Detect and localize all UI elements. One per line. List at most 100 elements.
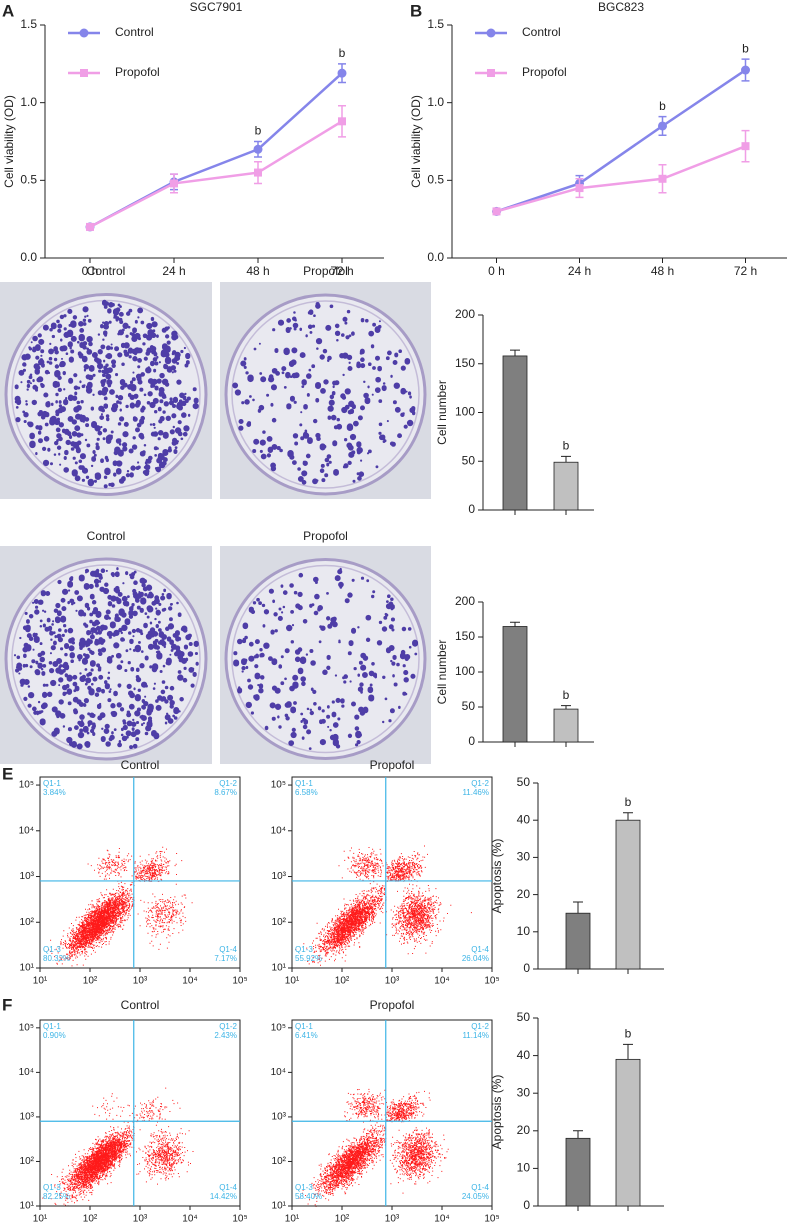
y-tick-label: 1.5 xyxy=(427,17,444,31)
y-tick-label: 20 xyxy=(517,1123,531,1137)
significance-label: b xyxy=(255,124,262,138)
quadrant-percent: 6.41% xyxy=(295,1031,318,1040)
y-tick-label: 30 xyxy=(517,850,531,864)
y-axis-label: Apoptosis (%) xyxy=(490,839,504,914)
y-tick-label: 50 xyxy=(517,1010,531,1024)
colonies xyxy=(232,301,416,485)
significance-label: b xyxy=(563,439,570,453)
bar xyxy=(553,461,579,511)
y-axis-label: Cell viability (OD) xyxy=(2,95,16,188)
x-tick-label: 10⁵ xyxy=(484,1214,499,1225)
marker xyxy=(337,68,347,78)
series-line xyxy=(496,69,747,213)
legend-marker xyxy=(79,28,89,38)
y-tick-label: 10³ xyxy=(20,1112,35,1123)
y-tick-label: 10² xyxy=(272,917,287,928)
x-tick-label: 10³ xyxy=(133,976,148,987)
quadrant-name: Q1-4 xyxy=(471,945,489,954)
quadrant-percent: 58.40% xyxy=(295,1192,322,1201)
series-line xyxy=(89,72,343,229)
error-bar xyxy=(561,705,571,710)
marker xyxy=(338,117,346,126)
quadrant-percent: 6.58% xyxy=(295,788,318,797)
x-tick-label: 10⁴ xyxy=(434,1214,449,1225)
y-tick-label: 10⁵ xyxy=(271,1022,286,1033)
quadrant-name: Q1-3 xyxy=(43,1183,61,1192)
significance-label: b xyxy=(563,688,570,702)
y-tick-label: 20 xyxy=(517,887,531,901)
error-bar xyxy=(623,1043,633,1060)
marker xyxy=(86,222,94,231)
y-tick-label: 200 xyxy=(455,594,475,608)
x-tick-label: 10⁵ xyxy=(232,976,247,987)
quadrant-name: Q1-1 xyxy=(43,779,61,788)
plate-rim xyxy=(231,300,420,489)
x-tick-label: 10⁴ xyxy=(182,976,197,987)
y-tick-label: 100 xyxy=(455,405,475,419)
y-tick-label: 1.5 xyxy=(20,17,37,31)
plate-dish xyxy=(224,293,427,496)
marker xyxy=(170,179,178,188)
significance-label: b xyxy=(339,46,346,60)
x-tick-label: 10³ xyxy=(385,976,400,987)
significance-label: b xyxy=(659,99,666,113)
plot-frame xyxy=(291,776,493,969)
series-line xyxy=(89,120,343,229)
quadrant-percent: 82.25% xyxy=(43,1192,70,1201)
quadrant-percent: 7.17% xyxy=(214,954,237,963)
plot-frame xyxy=(291,1019,493,1207)
quadrant-name: Q1-3 xyxy=(43,945,61,954)
y-tick-label: 10⁴ xyxy=(19,1067,34,1078)
quadrant-name: Q1-3 xyxy=(295,945,313,954)
marker xyxy=(254,168,262,177)
y-tick-label: 0 xyxy=(523,1198,530,1212)
y-tick-label: 10¹ xyxy=(272,1201,287,1212)
bar xyxy=(502,626,528,743)
quadrant-name: Q1-2 xyxy=(219,779,237,788)
chart-title: BGC823 xyxy=(598,0,644,14)
y-tick-label: 10³ xyxy=(272,871,287,882)
y-tick-label: 50 xyxy=(517,775,531,789)
plate-title: Control xyxy=(87,529,126,543)
significance-label: b xyxy=(625,795,632,809)
series-line xyxy=(496,144,746,213)
quadrant-name: Q1-2 xyxy=(219,1022,237,1031)
panel-letter: B xyxy=(410,1,422,20)
legend-marker xyxy=(486,28,496,38)
x-tick-label: 0 h xyxy=(488,264,505,278)
error-bar xyxy=(510,621,520,627)
legend-label: Control xyxy=(522,25,561,39)
x-tick-label: 0 h xyxy=(82,264,99,278)
bar xyxy=(553,708,579,743)
significance-label: b xyxy=(625,1026,632,1040)
quadrant-name: Q1-1 xyxy=(295,779,313,788)
y-tick-label: 50 xyxy=(462,699,476,713)
chart-title: SGC7901 xyxy=(190,0,243,14)
plate-title: Control xyxy=(87,264,126,278)
quadrant-percent: 80.32% xyxy=(43,954,70,963)
x-tick-label: 10⁵ xyxy=(484,976,499,987)
quadrant-percent: 8.67% xyxy=(214,788,237,797)
y-tick-label: 10⁵ xyxy=(271,780,286,791)
quadrant-name: Q1-4 xyxy=(471,1183,489,1192)
y-tick-label: 0.0 xyxy=(20,250,37,264)
y-tick-label: 0 xyxy=(468,502,475,516)
y-tick-label: 10⁵ xyxy=(19,1022,34,1033)
event-cloud xyxy=(42,1087,194,1207)
y-tick-label: 100 xyxy=(455,664,475,678)
quadrant-name: Q1-4 xyxy=(219,1183,237,1192)
bar xyxy=(502,355,528,511)
error-bar xyxy=(561,455,571,463)
y-tick-label: 0.0 xyxy=(427,250,444,264)
x-tick-label: 10⁵ xyxy=(232,1214,247,1225)
y-tick-label: 200 xyxy=(455,307,475,321)
x-tick-label: 10² xyxy=(335,976,350,987)
quadrant-percent: 3.84% xyxy=(43,788,66,797)
event-cloud xyxy=(295,845,472,966)
y-tick-label: 10³ xyxy=(20,871,35,882)
plot-title: Propofol xyxy=(370,758,415,772)
x-tick-label: 10² xyxy=(335,1214,350,1225)
y-tick-label: 10⁵ xyxy=(19,780,34,791)
x-tick-label: 24 h xyxy=(162,264,185,278)
y-tick-label: 10² xyxy=(272,1156,287,1167)
